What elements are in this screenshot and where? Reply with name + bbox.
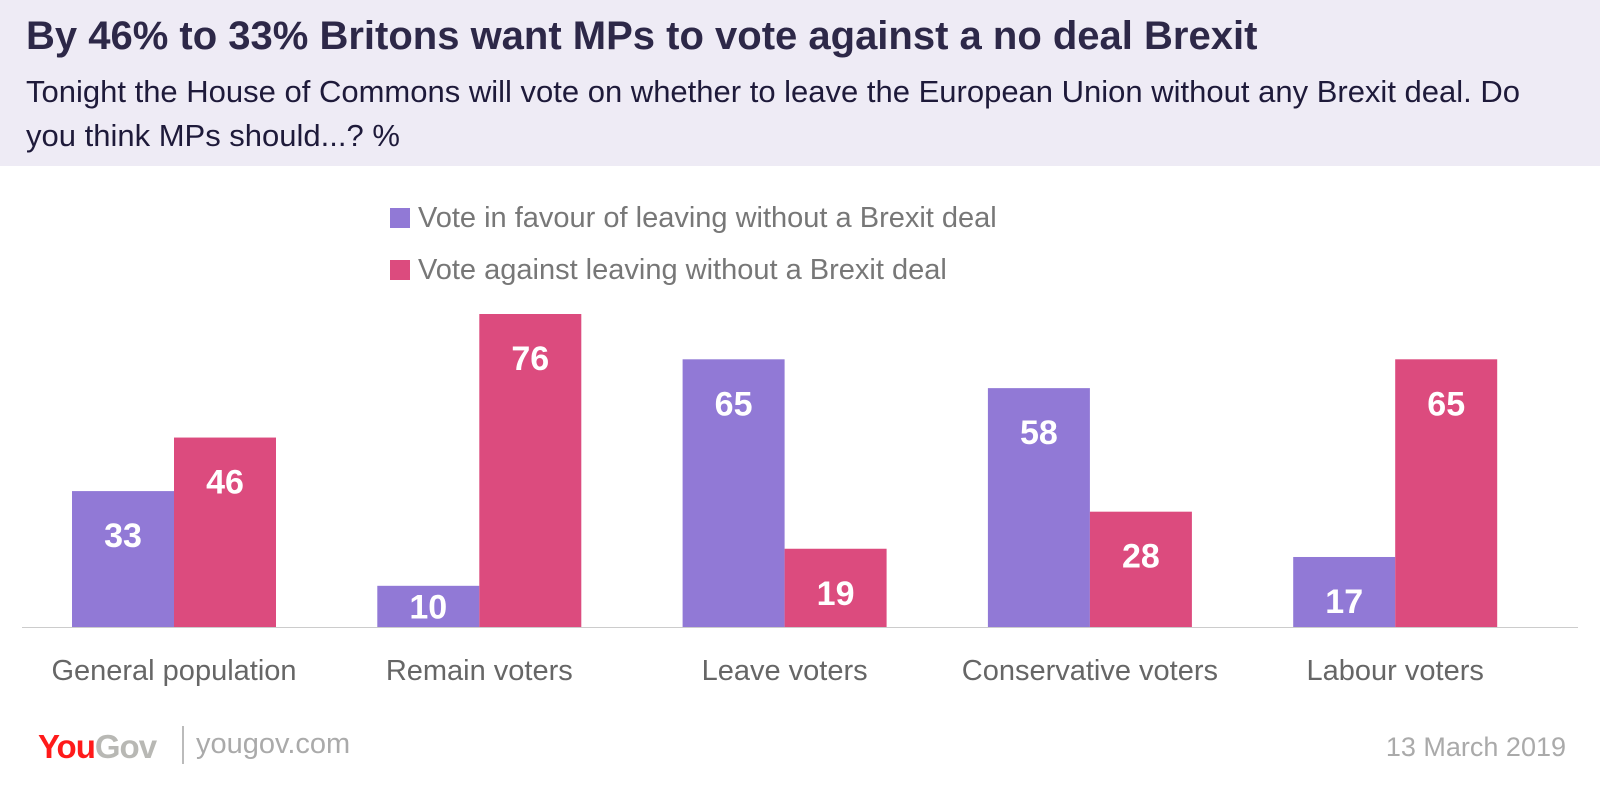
category-label: Conservative voters xyxy=(962,655,1218,687)
legend-swatch-against xyxy=(390,260,410,280)
bar-against-0 xyxy=(174,437,276,627)
data-label: 65 xyxy=(715,385,753,423)
chart-subtitle: Tonight the House of Commons will vote o… xyxy=(26,74,1521,153)
footer-divider xyxy=(182,726,184,764)
chart-title: By 46% to 33% Britons want MPs to vote a… xyxy=(26,14,1258,58)
data-label: 58 xyxy=(1020,414,1058,452)
date-label: 13 March 2019 xyxy=(1385,732,1566,762)
data-label: 46 xyxy=(206,464,244,502)
data-label: 10 xyxy=(409,588,447,626)
category-label: Labour voters xyxy=(1307,655,1484,687)
category-label: Remain voters xyxy=(386,655,573,687)
bar-favour-3 xyxy=(987,388,1090,627)
site-link[interactable]: yougov.com xyxy=(196,728,351,760)
data-label: 17 xyxy=(1325,583,1363,621)
data-label: 33 xyxy=(104,517,142,555)
data-label: 65 xyxy=(1427,385,1465,423)
yougov-logo: YouGov xyxy=(38,728,157,765)
header: By 46% to 33% Britons want MPs to vote a… xyxy=(0,0,1600,166)
bar-against-3 xyxy=(1089,511,1192,627)
bar-against-4 xyxy=(1395,359,1498,627)
legend-label-against: Vote against leaving without a Brexit de… xyxy=(418,253,947,286)
legend-label-favour: Vote in favour of leaving without a Brex… xyxy=(418,201,997,234)
legend: Vote in favour of leaving without a Brex… xyxy=(390,192,997,296)
bar-favour-1 xyxy=(377,585,480,627)
bar-favour-2 xyxy=(682,359,785,627)
bar-against-2 xyxy=(784,548,887,627)
data-label: 28 xyxy=(1122,538,1160,576)
legend-swatch-favour xyxy=(390,208,410,228)
category-label: General population xyxy=(51,655,296,687)
bar-favour-4 xyxy=(1293,556,1396,627)
data-label: 19 xyxy=(817,575,855,613)
bar-favour-0 xyxy=(72,491,174,627)
legend-item-favour: Vote in favour of leaving without a Brex… xyxy=(390,192,997,244)
category-label: Leave voters xyxy=(702,655,868,687)
bar-against-1 xyxy=(479,314,582,627)
data-label: 76 xyxy=(511,340,549,378)
legend-item-against: Vote against leaving without a Brexit de… xyxy=(390,244,997,296)
